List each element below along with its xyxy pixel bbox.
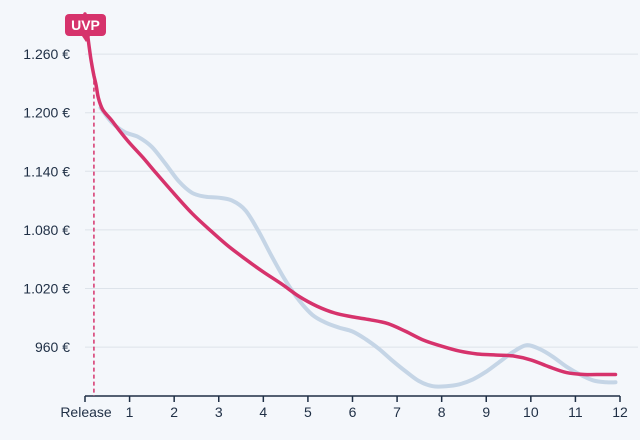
series-lines — [83, 12, 618, 389]
y-tick-label: 1.200 € — [23, 105, 70, 121]
x-tick-label: 11 — [568, 404, 583, 420]
x-tick-label: 6 — [349, 404, 357, 420]
y-tick-label: 1.080 € — [23, 222, 70, 238]
grid-lines — [85, 53, 638, 348]
x-tick-label: 7 — [393, 404, 401, 420]
x-tick-label: 9 — [482, 404, 490, 420]
y-tick-label: 1.260 € — [23, 46, 70, 62]
x-tick-label: 3 — [215, 404, 223, 420]
uvp-badge-box — [65, 14, 106, 36]
x-tick-label: 12 — [612, 404, 628, 420]
uvp-badge-pointer — [82, 36, 90, 42]
x-tick-label: 10 — [523, 404, 539, 420]
x-tick-label: 4 — [259, 404, 267, 420]
x-tick-label: 5 — [304, 404, 312, 420]
y-tick-label: 1.140 € — [23, 163, 70, 179]
y-axis-tick-labels: 960 € 1.020 € 1.080 € 1.140 € 1.200 € 1.260 € — [23, 46, 70, 355]
x-tick-label: Release — [60, 404, 112, 420]
uvp-badge-label: UVP — [71, 17, 100, 33]
x-axis-ticks: Release 1 2 3 4 5 6 7 8 9 10 11 12 — [60, 396, 628, 420]
x-tick-label: 1 — [126, 404, 134, 420]
uvp-badge: UVP — [65, 14, 106, 42]
x-tick-label: 2 — [170, 404, 178, 420]
series-line — [83, 12, 618, 377]
x-tick-label: 8 — [438, 404, 446, 420]
y-tick-label: 960 € — [35, 339, 70, 355]
y-tick-label: 1.020 € — [23, 281, 70, 297]
series-line — [98, 105, 618, 389]
